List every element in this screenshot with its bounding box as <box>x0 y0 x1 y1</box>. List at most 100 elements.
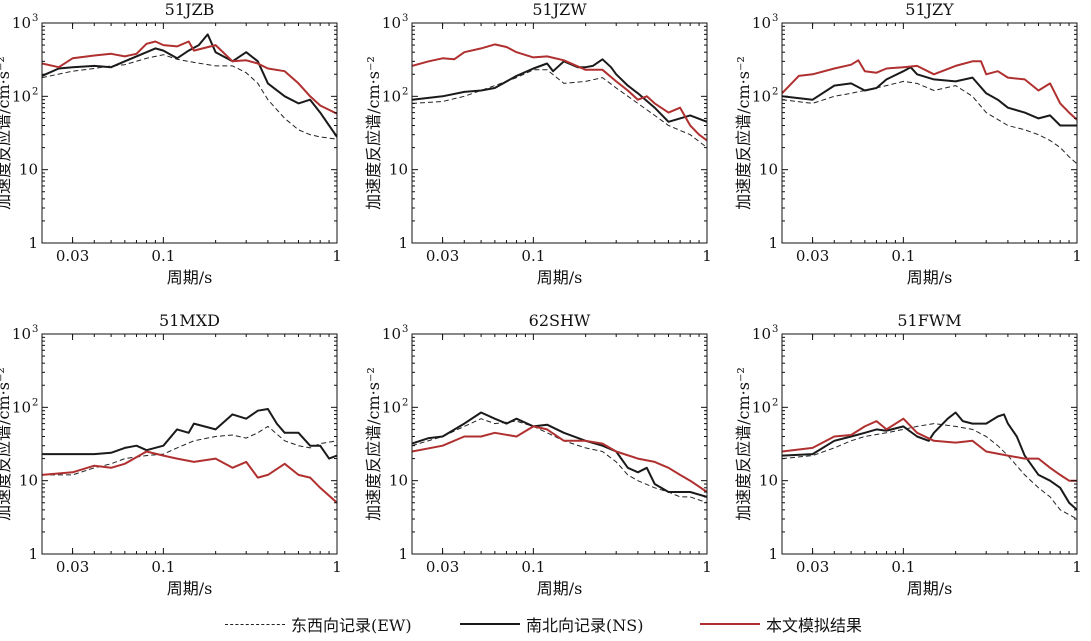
x-tick-label: 1 <box>1072 247 1082 265</box>
series-line-sim <box>412 43 707 142</box>
x-tick-label: 1 <box>702 558 712 576</box>
y-tick-label: 1 <box>28 545 38 563</box>
x-tick-label: 0.1 <box>151 247 175 265</box>
series-line-sim <box>782 59 1077 121</box>
series-group <box>412 43 707 148</box>
plot-frame <box>411 333 708 555</box>
x-tick-label: 0.1 <box>521 247 545 265</box>
series-line-ns <box>412 58 707 123</box>
y-tick-exponent: 3 <box>32 324 38 335</box>
series-line-ns <box>782 411 1077 511</box>
y-tick-label: 10 <box>12 325 31 343</box>
y-tick-label: 10 <box>12 14 31 32</box>
y-tick-exponent: 3 <box>772 324 778 335</box>
x-axis-label: 周期/s <box>167 579 213 598</box>
y-tick-exponent: 3 <box>772 13 778 24</box>
y-tick-label: 10 <box>752 325 771 343</box>
legend-item-sim: 本文模拟结果 <box>700 612 862 636</box>
y-tick-label: 1 <box>768 234 778 252</box>
x-tick-label: 0.1 <box>151 558 175 576</box>
y-tick-exponent: 2 <box>32 397 38 408</box>
y-tick-label: 10 <box>389 161 408 179</box>
chart-title: 51JZB <box>165 0 215 19</box>
x-tick-label: 0.03 <box>56 247 89 265</box>
x-tick-label: 0.1 <box>521 558 545 576</box>
chart-title: 62SHW <box>529 311 591 330</box>
y-axis-label: 加速度反应谱/cm·s⁻² <box>364 56 383 210</box>
plot-frame <box>41 22 338 244</box>
series-line-ew <box>782 80 1077 165</box>
series-line-ns <box>782 66 1077 127</box>
y-tick-label: 10 <box>19 161 38 179</box>
x-tick-label: 1 <box>332 247 342 265</box>
legend-swatch-dashed <box>225 623 285 625</box>
y-tick-label: 10 <box>752 87 771 105</box>
chart-title: 51JZW <box>532 0 587 19</box>
y-tick-label: 10 <box>752 14 771 32</box>
x-tick-label: 0.03 <box>426 247 459 265</box>
y-tick-label: 1 <box>28 234 38 252</box>
chart-title: 51FWM <box>897 311 961 330</box>
x-tick-label: 0.03 <box>426 558 459 576</box>
y-tick-label: 10 <box>382 14 401 32</box>
y-tick-label: 1 <box>398 234 408 252</box>
y-tick-exponent: 2 <box>402 86 408 97</box>
x-tick-label: 0.03 <box>796 558 829 576</box>
series-line-sim <box>42 40 337 115</box>
series-group <box>42 33 337 140</box>
legend-swatch-black <box>460 623 520 625</box>
series-group <box>412 411 707 504</box>
y-tick-label: 1 <box>768 545 778 563</box>
y-axis-label: 加速度反应谱/cm·s⁻² <box>734 367 753 521</box>
y-tick-exponent: 2 <box>402 397 408 408</box>
legend-swatch-red <box>700 623 760 625</box>
y-tick-label: 10 <box>12 398 31 416</box>
x-axis-label: 周期/s <box>537 579 583 598</box>
y-tick-label: 10 <box>12 87 31 105</box>
x-tick-label: 0.1 <box>891 247 915 265</box>
series-line-ns <box>42 33 337 138</box>
y-tick-exponent: 2 <box>32 86 38 97</box>
x-tick-label: 1 <box>702 247 712 265</box>
y-tick-exponent: 3 <box>32 13 38 24</box>
y-axis-label: 加速度反应谱/cm·s⁻² <box>0 56 13 210</box>
chart-title: 51JZY <box>905 0 954 19</box>
series-line-ns <box>412 411 707 498</box>
series-line-sim <box>42 450 337 504</box>
y-tick-label: 10 <box>382 398 401 416</box>
series-line-sim <box>412 425 707 493</box>
y-tick-label: 10 <box>389 472 408 490</box>
x-axis-label: 周期/s <box>167 268 213 287</box>
y-tick-exponent: 3 <box>402 324 408 335</box>
series-line-ew <box>42 54 337 140</box>
legend-label-ns: 南北向记录(NS) <box>526 616 644 635</box>
plot-frame <box>411 22 708 244</box>
series-line-sim <box>782 417 1077 482</box>
x-axis-label: 周期/s <box>907 268 953 287</box>
y-tick-exponent: 3 <box>402 13 408 24</box>
plot-frame <box>781 22 1078 244</box>
x-tick-label: 0.03 <box>56 558 89 576</box>
y-tick-label: 10 <box>759 161 778 179</box>
legend-label-ew: 东西向记录(EW) <box>291 616 412 635</box>
series-group <box>42 408 337 504</box>
x-axis-label: 周期/s <box>907 579 953 598</box>
series-group <box>782 59 1077 165</box>
y-axis-label: 加速度反应谱/cm·s⁻² <box>734 56 753 210</box>
plot-frame <box>41 333 338 555</box>
plot-frame <box>781 333 1078 555</box>
series-line-ew <box>782 423 1077 520</box>
x-tick-label: 1 <box>332 558 342 576</box>
series-line-ns <box>42 408 337 460</box>
y-axis-label: 加速度反应谱/cm·s⁻² <box>0 367 13 521</box>
series-group <box>782 411 1077 520</box>
x-tick-label: 0.1 <box>891 558 915 576</box>
x-tick-label: 1 <box>1072 558 1082 576</box>
